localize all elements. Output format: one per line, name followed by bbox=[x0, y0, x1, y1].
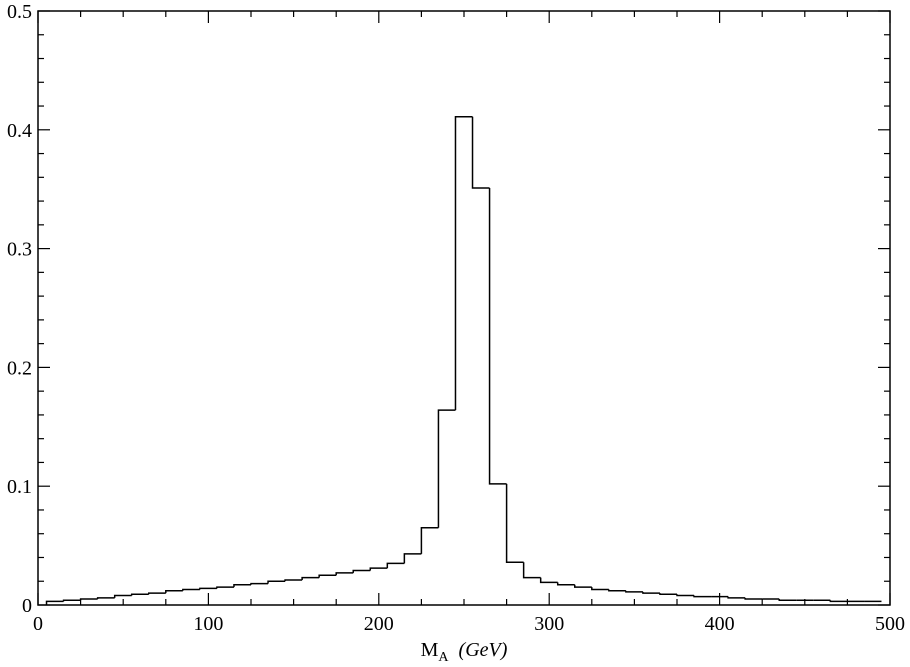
x-label-subscript: A bbox=[438, 650, 449, 665]
y-tick-label: 0.5 bbox=[7, 1, 32, 23]
histogram-bin bbox=[744, 597, 763, 600]
histogram-bin bbox=[693, 595, 712, 598]
x-tick-label: 100 bbox=[193, 613, 223, 635]
histogram-bin bbox=[130, 593, 149, 596]
y-tick-label: 0.4 bbox=[7, 120, 32, 142]
histogram-bin bbox=[45, 600, 64, 605]
y-tick-label: 0 bbox=[22, 595, 32, 617]
x-tick-label: 0 bbox=[33, 613, 43, 635]
histogram-bin bbox=[148, 592, 166, 595]
histogram-bin bbox=[250, 582, 269, 585]
plot-frame bbox=[37, 10, 891, 606]
histogram-bin bbox=[165, 589, 183, 594]
histogram-bin bbox=[471, 116, 490, 189]
histogram-bin bbox=[301, 576, 320, 581]
histogram-bin bbox=[829, 600, 848, 603]
histogram-bin bbox=[488, 188, 507, 485]
histogram-bin bbox=[642, 591, 660, 594]
histogram-bin bbox=[96, 597, 115, 600]
histogram-bin bbox=[233, 584, 251, 588]
histogram-bin bbox=[505, 483, 524, 563]
histogram-bin bbox=[659, 593, 677, 596]
histogram-bin bbox=[267, 580, 286, 584]
x-tick-label: 200 bbox=[364, 613, 394, 635]
histogram-bin bbox=[539, 577, 558, 584]
histogram-bin bbox=[625, 590, 643, 593]
histogram-bin bbox=[778, 599, 797, 601]
histogram-bin bbox=[199, 587, 217, 590]
histogram-bin bbox=[62, 599, 81, 602]
histogram-bin bbox=[454, 115, 473, 411]
histogram-bin bbox=[369, 567, 388, 571]
histogram-bin bbox=[335, 572, 354, 576]
histogram-bin bbox=[676, 594, 695, 597]
histogram-bin bbox=[420, 527, 439, 554]
histogram-bin bbox=[437, 409, 456, 528]
histogram-bin bbox=[403, 553, 422, 564]
histogram-bin bbox=[318, 574, 337, 578]
histogram-bin bbox=[113, 594, 132, 598]
x-label-symbol: M bbox=[421, 639, 439, 661]
histogram-bin bbox=[574, 584, 592, 588]
histogram-bin bbox=[522, 562, 541, 579]
histogram-bin bbox=[591, 587, 609, 591]
histogram-bin bbox=[608, 589, 626, 592]
x-tick-label: 300 bbox=[534, 613, 564, 635]
x-tick-label: 500 bbox=[875, 613, 905, 635]
y-tick-label: 0.3 bbox=[7, 239, 32, 261]
histogram-bin bbox=[386, 562, 405, 569]
histogram-bin bbox=[727, 596, 746, 599]
histogram-bin bbox=[182, 588, 200, 591]
histogram-bin bbox=[284, 579, 303, 582]
x-axis-label: MA (GeV) bbox=[421, 639, 508, 665]
histogram-bin bbox=[352, 569, 371, 573]
y-tick-label: 0.1 bbox=[7, 476, 32, 498]
x-label-unit: (GeV) bbox=[459, 639, 508, 661]
histogram-bin bbox=[79, 598, 98, 601]
histogram-bin bbox=[216, 586, 234, 589]
x-tick-label: 400 bbox=[705, 613, 735, 635]
y-tick-label: 0.2 bbox=[7, 357, 32, 379]
histogram-bin bbox=[556, 582, 575, 586]
